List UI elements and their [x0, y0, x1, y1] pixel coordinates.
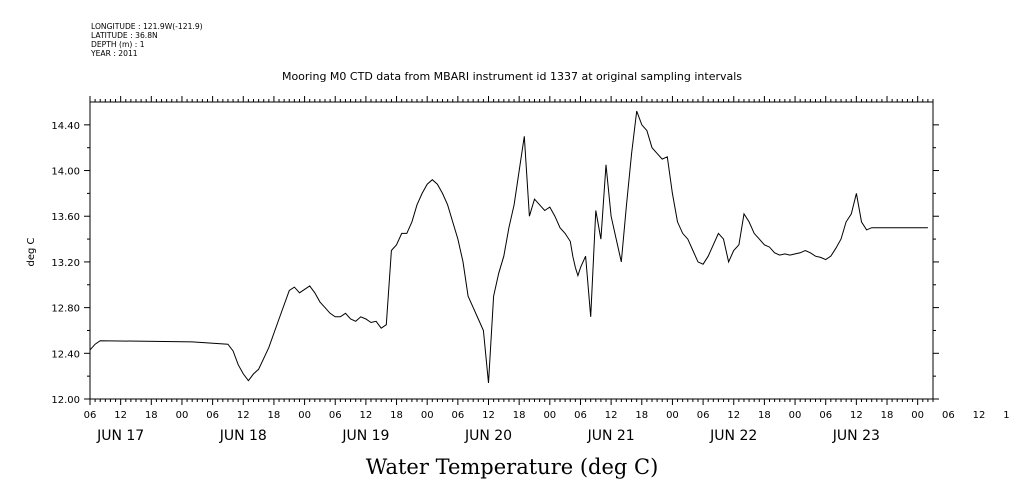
- x-tick-label: 18: [390, 410, 403, 421]
- x-day-label: JUN 19: [341, 428, 389, 444]
- x-tick-label: 12: [605, 410, 618, 421]
- series-group: [89, 110, 928, 384]
- x-tick-label: 00: [543, 410, 556, 421]
- y-axis-label: deg C: [26, 237, 37, 266]
- x-tick-label: 06: [84, 410, 97, 421]
- x-day-label: JUN 20: [464, 428, 512, 444]
- x-tick-label: 12: [360, 410, 373, 421]
- longitude-text: LONGITUDE : 121.9W(-121.9): [91, 22, 203, 31]
- x-tick-label: 12: [727, 410, 740, 421]
- x-tick-label: 12: [850, 410, 863, 421]
- x-tick-label: 18: [635, 410, 648, 421]
- x-tick-label: 12: [973, 410, 986, 421]
- x-tick-label: 06: [451, 410, 464, 421]
- chart-title: Mooring M0 CTD data from MBARI instrumen…: [282, 70, 742, 83]
- x-tick-label: 00: [911, 410, 924, 421]
- x-axis: 06 12 18 00 06 12 18 00 06 12 18 00 06 12 18 00 06 12 18 00…: [84, 96, 1009, 444]
- x-day-label: JUN 22: [709, 428, 757, 444]
- y-tick-label: 12.40: [51, 349, 80, 360]
- x-tick-label: 12: [114, 410, 127, 421]
- x-tick-label: 00: [789, 410, 802, 421]
- temperature-line: [89, 110, 928, 384]
- x-tick-label: 18: [268, 410, 281, 421]
- x-tick-label: 12: [237, 410, 250, 421]
- x-tick-label: 06: [819, 410, 832, 421]
- x-tick-label: 00: [421, 410, 434, 421]
- year-text: YEAR : 2011: [91, 49, 138, 58]
- x-tick-label: 18: [881, 410, 894, 421]
- x-day-label: JUN 23: [832, 428, 880, 444]
- x-tick-label: 00: [666, 410, 679, 421]
- x-tick-label: 00: [298, 410, 311, 421]
- x-tick-label: 06: [574, 410, 587, 421]
- x-tick-label: 00: [176, 410, 189, 421]
- x-tick-label: 18: [758, 410, 771, 421]
- x-tick-label: 06: [942, 410, 955, 421]
- y-tick-label: 12.00: [51, 395, 80, 406]
- x-day-label: JUN 21: [587, 428, 635, 444]
- x-tick-label: 18: [1003, 410, 1009, 421]
- x-day-label: JUN 17: [96, 428, 144, 444]
- latitude-text: LATITUDE : 36.8N: [91, 31, 158, 40]
- y-axis: 12.00 12.40 12.80 13.20 13.60 14.00 14.40: [51, 121, 939, 406]
- x-axis-label: Water Temperature (deg C): [366, 455, 659, 479]
- x-tick-label: 18: [145, 410, 158, 421]
- x-tick-label: 06: [329, 410, 342, 421]
- y-tick-label: 14.40: [51, 121, 80, 132]
- y-tick-label: 13.60: [51, 212, 80, 223]
- x-day-label: JUN 18: [219, 428, 267, 444]
- y-tick-label: 14.00: [51, 167, 80, 178]
- x-tick-label: 06: [697, 410, 710, 421]
- plot-frame: [89, 101, 934, 400]
- x-tick-label: 06: [206, 410, 219, 421]
- x-tick-label: 18: [513, 410, 526, 421]
- metadata-block: LONGITUDE : 121.9W(-121.9) LATITUDE : 36.…: [91, 22, 203, 58]
- depth-text: DEPTH (m) : 1: [91, 40, 145, 49]
- y-tick-label: 13.20: [51, 258, 80, 269]
- y-tick-label: 12.80: [51, 304, 80, 315]
- x-tick-label: 12: [482, 410, 495, 421]
